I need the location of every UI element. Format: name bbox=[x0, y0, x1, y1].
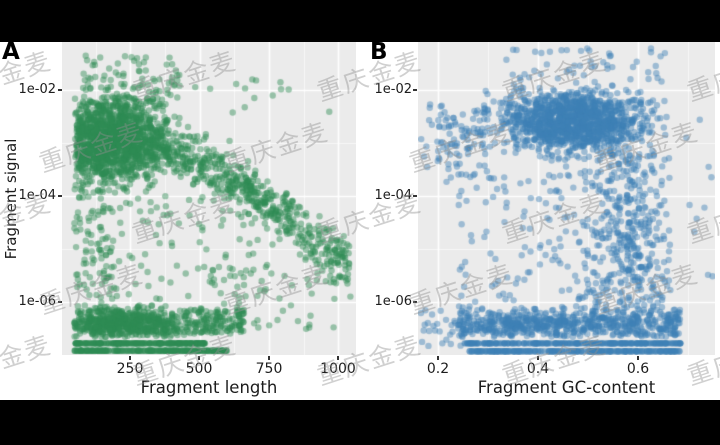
panel-b-xtick-mark bbox=[537, 356, 539, 360]
letterbox-bottom-bar bbox=[0, 400, 720, 445]
panel-a-xtick-750: 750 bbox=[255, 361, 283, 377]
panel-a-scatter-canvas bbox=[62, 42, 356, 355]
panel-b-x-axis-title: Fragment GC-content bbox=[477, 378, 656, 397]
panel-b-label: B bbox=[370, 42, 388, 65]
panel-a-xtick-1000: 1000 bbox=[320, 361, 356, 377]
panel-a-xtick-mark bbox=[337, 356, 339, 360]
panel-a-plot-area bbox=[62, 42, 356, 355]
panel-b-ytick-mark bbox=[413, 195, 417, 197]
panel-b-plot-area bbox=[418, 42, 715, 355]
panel-b-xtick-mark bbox=[637, 356, 639, 360]
panel-a-xtick-500: 500 bbox=[185, 361, 213, 377]
panel-b-xtick-0.2: 0.2 bbox=[426, 361, 450, 377]
panel-b-ytick-mark bbox=[413, 89, 417, 91]
panel-a-ytick-mark bbox=[58, 301, 62, 303]
panel-a-xtick-mark bbox=[129, 356, 131, 360]
panel-b-ytick-mark bbox=[413, 301, 417, 303]
panel-a-xtick-250: 250 bbox=[116, 361, 144, 377]
panel-b-xtick-0.4: 0.4 bbox=[526, 361, 550, 377]
panel-b-xtick-0.6: 0.6 bbox=[626, 361, 650, 377]
panel-b-xtick-mark bbox=[437, 356, 439, 360]
panel-b-scatter-canvas bbox=[418, 42, 715, 355]
panel-a-ytick-1e-04: 1e-04 bbox=[18, 188, 56, 203]
panel-a-ytick-1e-06: 1e-06 bbox=[18, 294, 56, 309]
panel-a-x-axis-title: Fragment length bbox=[140, 378, 278, 397]
panel-b-ytick-1e-02: 1e-02 bbox=[374, 82, 412, 97]
panel-b-ytick-1e-04: 1e-04 bbox=[374, 188, 412, 203]
watermark-text: 重庆金麦 bbox=[0, 329, 56, 391]
figure-area: A B Fragment signal 1e-02 1e-04 1e-06 1e… bbox=[0, 42, 720, 400]
panel-a-label: A bbox=[2, 42, 20, 65]
panel-a-xtick-mark bbox=[198, 356, 200, 360]
panel-a-ytick-mark bbox=[58, 195, 62, 197]
letterbox-top-bar bbox=[0, 0, 720, 42]
panel-a-ytick-mark bbox=[58, 89, 62, 91]
panel-b-ytick-1e-06: 1e-06 bbox=[374, 294, 412, 309]
panel-a-xtick-mark bbox=[268, 356, 270, 360]
panel-a-ytick-1e-02: 1e-02 bbox=[18, 82, 56, 97]
